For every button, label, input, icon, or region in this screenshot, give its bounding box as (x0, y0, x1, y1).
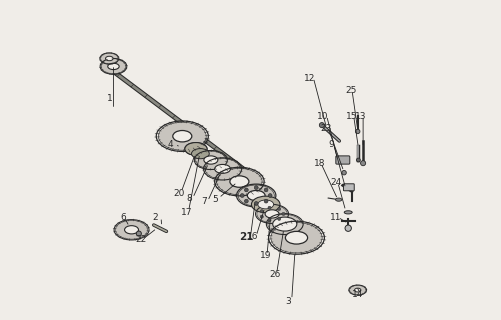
Text: 14: 14 (352, 290, 363, 299)
Ellipse shape (125, 226, 138, 234)
Circle shape (255, 202, 258, 205)
Ellipse shape (271, 222, 322, 253)
Ellipse shape (205, 159, 240, 179)
Text: 16: 16 (247, 232, 259, 241)
Circle shape (268, 206, 271, 209)
Text: 9: 9 (329, 140, 334, 149)
Circle shape (278, 217, 281, 220)
Text: 23: 23 (320, 124, 332, 133)
Ellipse shape (158, 122, 206, 150)
Text: 18: 18 (314, 159, 326, 168)
FancyBboxPatch shape (336, 156, 350, 164)
Text: 7: 7 (201, 197, 207, 206)
Circle shape (361, 161, 366, 166)
Text: 17: 17 (181, 208, 192, 217)
Text: 3: 3 (285, 297, 291, 306)
Ellipse shape (101, 59, 126, 74)
Ellipse shape (252, 196, 280, 213)
Ellipse shape (191, 146, 201, 152)
Ellipse shape (355, 288, 361, 292)
Text: 6: 6 (120, 213, 126, 222)
FancyBboxPatch shape (344, 184, 354, 191)
Ellipse shape (191, 148, 209, 159)
Circle shape (278, 207, 281, 211)
Text: 20: 20 (173, 189, 185, 198)
Text: 4: 4 (168, 140, 173, 149)
Ellipse shape (106, 56, 113, 61)
Circle shape (240, 194, 244, 197)
Circle shape (260, 215, 264, 218)
Circle shape (356, 129, 360, 134)
Ellipse shape (214, 164, 230, 173)
Ellipse shape (108, 63, 119, 69)
Ellipse shape (230, 176, 249, 187)
Text: 12: 12 (304, 74, 315, 83)
Circle shape (342, 171, 346, 175)
Ellipse shape (238, 185, 275, 206)
Circle shape (260, 210, 264, 213)
Text: 13: 13 (355, 112, 367, 121)
Text: 11: 11 (330, 213, 341, 222)
Circle shape (264, 199, 268, 203)
Text: 19: 19 (260, 251, 272, 260)
Ellipse shape (344, 211, 352, 214)
Circle shape (244, 188, 248, 192)
Circle shape (136, 231, 141, 236)
Ellipse shape (336, 198, 342, 201)
Ellipse shape (173, 131, 192, 142)
Text: 25: 25 (346, 86, 357, 95)
Ellipse shape (101, 53, 118, 64)
Ellipse shape (350, 285, 366, 295)
Ellipse shape (186, 143, 206, 155)
Text: 10: 10 (317, 112, 329, 121)
Ellipse shape (286, 231, 308, 244)
Text: 21: 21 (239, 232, 254, 242)
Circle shape (264, 188, 268, 192)
Ellipse shape (268, 214, 302, 234)
Text: 5: 5 (212, 195, 218, 204)
Text: 24: 24 (330, 178, 341, 187)
Ellipse shape (258, 200, 274, 209)
Text: 8: 8 (187, 194, 192, 203)
Ellipse shape (216, 168, 262, 195)
Text: 2: 2 (152, 213, 157, 222)
Text: 1: 1 (106, 94, 112, 103)
Ellipse shape (185, 142, 207, 155)
Text: 22: 22 (135, 236, 147, 244)
Ellipse shape (247, 190, 265, 201)
Circle shape (268, 194, 272, 197)
Ellipse shape (265, 210, 279, 218)
Ellipse shape (116, 220, 148, 239)
Ellipse shape (196, 151, 226, 169)
Ellipse shape (273, 217, 297, 231)
Ellipse shape (204, 156, 218, 164)
Circle shape (356, 158, 360, 162)
Circle shape (319, 123, 325, 128)
Circle shape (345, 225, 351, 231)
Text: 26: 26 (270, 270, 281, 279)
Circle shape (255, 186, 258, 189)
Circle shape (244, 199, 248, 203)
Text: 15: 15 (346, 112, 358, 121)
Circle shape (282, 212, 285, 215)
Circle shape (268, 219, 271, 222)
Ellipse shape (257, 205, 287, 223)
